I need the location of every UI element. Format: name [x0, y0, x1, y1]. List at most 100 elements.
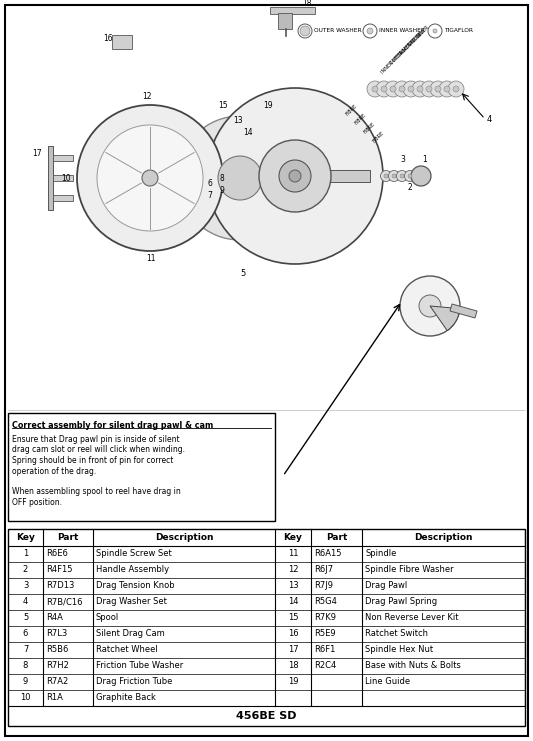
Text: R7D13: R7D13	[46, 582, 75, 591]
Text: NITRILE: NITRILE	[407, 31, 424, 48]
Circle shape	[207, 88, 383, 264]
Text: Friction Tube Washer: Friction Tube Washer	[96, 662, 183, 671]
Text: R5B6: R5B6	[46, 645, 68, 654]
Text: Key: Key	[16, 533, 35, 542]
Circle shape	[385, 81, 401, 97]
Text: 8: 8	[23, 662, 28, 671]
Circle shape	[403, 81, 419, 97]
Text: When assembling spool to reel have drag in: When assembling spool to reel have drag …	[12, 488, 181, 496]
Text: Drag Friction Tube: Drag Friction Tube	[96, 677, 172, 686]
Text: 1: 1	[23, 550, 28, 559]
Text: OUTER METAL: OUTER METAL	[389, 38, 417, 66]
Text: OFF position.: OFF position.	[12, 498, 62, 507]
Circle shape	[389, 170, 400, 182]
Text: R7B/C16: R7B/C16	[46, 597, 83, 606]
Text: FIBRE: FIBRE	[372, 130, 385, 144]
Text: R6J7: R6J7	[314, 565, 333, 574]
Text: 19: 19	[263, 101, 272, 110]
Circle shape	[400, 174, 404, 178]
Text: Spindle Fibre Washer: Spindle Fibre Washer	[365, 565, 454, 574]
Text: 4: 4	[487, 115, 492, 124]
Circle shape	[218, 156, 262, 200]
Circle shape	[408, 174, 412, 178]
Text: R5G4: R5G4	[314, 597, 337, 606]
Bar	[8, 529, 525, 726]
Text: Handle Assembly: Handle Assembly	[96, 565, 169, 574]
Text: FIBRE: FIBRE	[354, 112, 368, 125]
Text: 15: 15	[218, 101, 228, 110]
Circle shape	[408, 86, 414, 92]
Text: 17: 17	[32, 149, 42, 158]
Text: Silent Drag Cam: Silent Drag Cam	[96, 630, 165, 639]
Text: 7: 7	[23, 645, 28, 654]
Circle shape	[300, 26, 310, 36]
Text: 13: 13	[288, 582, 298, 591]
Text: Ratchet Switch: Ratchet Switch	[365, 630, 428, 639]
Text: 1: 1	[422, 155, 427, 164]
Text: operation of the drag.: operation of the drag.	[12, 467, 96, 476]
Bar	[48, 146, 53, 210]
Text: R6F1: R6F1	[314, 645, 335, 654]
Circle shape	[77, 105, 223, 251]
Text: 16: 16	[103, 34, 112, 43]
Bar	[112, 35, 132, 49]
Circle shape	[367, 28, 373, 34]
Circle shape	[412, 81, 428, 97]
Text: 13: 13	[233, 116, 243, 125]
Bar	[220, 170, 370, 182]
Text: Description: Description	[414, 533, 473, 542]
Text: 18: 18	[302, 0, 311, 8]
Text: Correct assembly for silent drag pawl & cam: Correct assembly for silent drag pawl & …	[12, 421, 213, 430]
Text: 5: 5	[240, 269, 245, 278]
Text: 4: 4	[23, 597, 28, 606]
Circle shape	[178, 116, 302, 240]
Text: 14: 14	[243, 128, 253, 137]
Text: Base with Nuts & Bolts: Base with Nuts & Bolts	[365, 662, 461, 671]
Text: R7K9: R7K9	[314, 614, 336, 622]
Text: 5: 5	[23, 614, 28, 622]
Circle shape	[142, 170, 158, 186]
Text: R7L3: R7L3	[46, 630, 67, 639]
Text: Graphite Back: Graphite Back	[96, 694, 156, 702]
Text: 15: 15	[288, 614, 298, 622]
Text: R2C4: R2C4	[314, 662, 336, 671]
Text: Ratchet Wheel: Ratchet Wheel	[96, 645, 158, 654]
Circle shape	[405, 170, 416, 182]
Circle shape	[394, 81, 410, 97]
Text: R6A15: R6A15	[314, 550, 342, 559]
Text: Spool: Spool	[96, 614, 119, 622]
Text: 19: 19	[288, 677, 298, 686]
Circle shape	[289, 170, 301, 182]
Circle shape	[390, 86, 396, 92]
Circle shape	[400, 276, 460, 336]
Circle shape	[381, 86, 387, 92]
Text: R5E9: R5E9	[314, 630, 336, 639]
Text: Key: Key	[284, 533, 302, 542]
Text: Spindle: Spindle	[365, 550, 397, 559]
Circle shape	[411, 166, 431, 186]
Circle shape	[448, 81, 464, 97]
Text: INNER METAL: INNER METAL	[398, 30, 425, 57]
Text: 7: 7	[207, 191, 212, 200]
Circle shape	[426, 86, 432, 92]
Bar	[53, 175, 73, 181]
Circle shape	[384, 174, 388, 178]
Text: 456BE SD: 456BE SD	[236, 711, 297, 721]
Circle shape	[439, 81, 455, 97]
Text: R4F15: R4F15	[46, 565, 72, 574]
Circle shape	[444, 86, 450, 92]
Circle shape	[419, 295, 441, 317]
Text: R4A: R4A	[46, 614, 63, 622]
Text: 9: 9	[23, 677, 28, 686]
Text: 16: 16	[288, 630, 298, 639]
Text: INNER WASHER: INNER WASHER	[379, 28, 425, 33]
Text: Drag Pawl Spring: Drag Pawl Spring	[365, 597, 437, 606]
Bar	[53, 195, 73, 201]
Circle shape	[421, 81, 437, 97]
Text: Line Guide: Line Guide	[365, 677, 410, 686]
Text: R6E6: R6E6	[46, 550, 68, 559]
Circle shape	[259, 140, 331, 212]
Text: TIGAFLOR: TIGAFLOR	[444, 28, 473, 33]
Text: INNER: INNER	[416, 24, 431, 39]
Circle shape	[433, 29, 437, 33]
